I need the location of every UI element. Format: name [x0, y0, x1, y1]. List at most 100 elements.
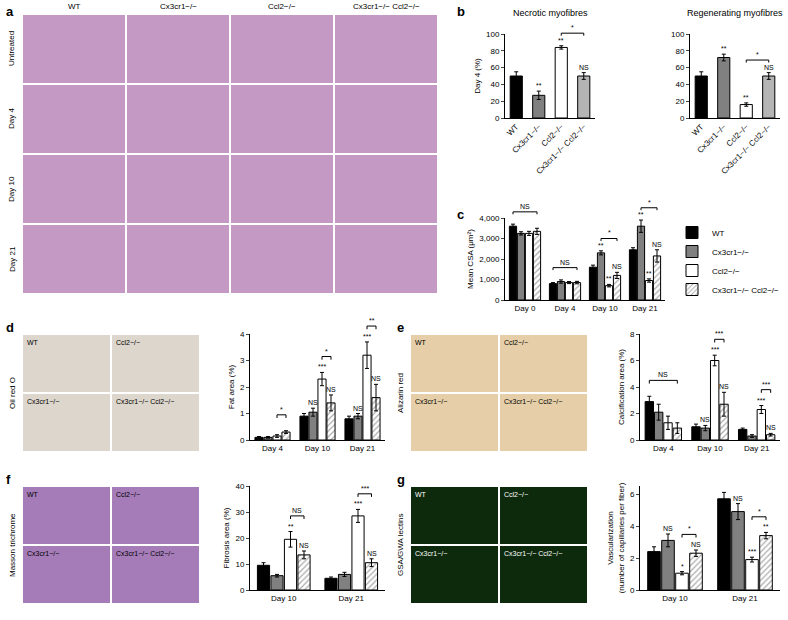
svg-text:**: ** [606, 275, 612, 282]
svg-text:Cx3cr1−/− Ccl2−/−: Cx3cr1−/− Ccl2−/− [504, 550, 562, 557]
svg-text:2: 2 [240, 383, 245, 392]
svg-text:NS: NS [367, 550, 377, 557]
svg-text:NS: NS [658, 371, 668, 378]
svg-text:**: ** [369, 317, 375, 324]
svg-text:***: *** [361, 485, 369, 492]
svg-text:Necrotic myofibres: Necrotic myofibres [513, 8, 588, 18]
svg-text:1: 1 [240, 409, 245, 418]
svg-text:Cx3cr1−/−: Cx3cr1−/− [160, 2, 197, 11]
svg-text:0: 0 [495, 114, 500, 123]
svg-text:Alizarin red: Alizarin red [396, 373, 405, 413]
svg-text:*: * [608, 229, 611, 236]
svg-text:100: 100 [486, 30, 500, 39]
svg-text:***: *** [711, 346, 719, 353]
svg-text:100: 100 [671, 30, 685, 39]
svg-text:3: 3 [240, 356, 245, 365]
svg-text:NS: NS [326, 386, 336, 393]
svg-text:***: *** [318, 363, 326, 370]
svg-text:6: 6 [630, 490, 635, 499]
svg-text:Fibrosis area (%): Fibrosis area (%) [222, 507, 231, 568]
svg-text:Cx3cr1−/−: Cx3cr1−/− [511, 122, 544, 155]
svg-text:NS: NS [733, 495, 743, 502]
svg-text:Cx3cr1−/− Ccl2−/−: Cx3cr1−/− Ccl2−/− [116, 550, 174, 557]
svg-text:b: b [457, 4, 465, 19]
svg-text:Day 0: Day 0 [515, 304, 536, 313]
svg-text:Ccl2−/−: Ccl2−/− [116, 339, 140, 346]
svg-text:20: 20 [675, 97, 684, 106]
svg-text:Day 21: Day 21 [339, 594, 365, 603]
svg-text:Day 21: Day 21 [632, 304, 658, 313]
svg-text:2: 2 [630, 554, 635, 563]
svg-text:Day 10: Day 10 [697, 444, 723, 453]
svg-text:NS: NS [371, 375, 381, 382]
svg-text:*: * [688, 525, 691, 532]
svg-text:*: * [758, 508, 761, 515]
svg-text:0: 0 [240, 436, 245, 445]
svg-text:Mean CSA (μm²): Mean CSA (μm²) [466, 229, 475, 289]
svg-text:Day 4: Day 4 [653, 444, 674, 453]
svg-text:NS: NS [299, 542, 309, 549]
svg-text:WT: WT [415, 339, 427, 346]
svg-text:NS: NS [700, 416, 710, 423]
svg-text:Day 10: Day 10 [7, 176, 16, 202]
svg-text:***: *** [762, 381, 770, 388]
svg-text:Cx3cr1−/− Ccl2−/−: Cx3cr1−/− Ccl2−/− [712, 286, 779, 295]
svg-text:6: 6 [630, 356, 635, 365]
svg-text:Cx3cr1−/−: Cx3cr1−/− [712, 248, 749, 257]
svg-text:NS: NS [766, 424, 776, 431]
svg-text:2: 2 [630, 409, 635, 418]
svg-text:NS: NS [719, 383, 729, 390]
svg-text:NS: NS [612, 263, 622, 270]
svg-text:Untreated: Untreated [7, 31, 16, 66]
svg-text:NS: NS [579, 64, 589, 71]
svg-text:Ccl2−/−: Ccl2−/− [504, 491, 528, 498]
svg-text:60: 60 [675, 63, 684, 72]
svg-text:Cx3cr1−/−: Cx3cr1−/− [415, 398, 447, 405]
svg-text:1,000: 1,000 [479, 275, 500, 284]
svg-text:Fat area (%): Fat area (%) [227, 364, 236, 409]
svg-text:Cx3cr1−/− Ccl2−/−: Cx3cr1−/− Ccl2−/− [504, 398, 562, 405]
svg-text:*: * [756, 51, 759, 58]
svg-text:Ccl2−/−: Ccl2−/− [540, 122, 566, 148]
svg-text:2,000: 2,000 [479, 255, 500, 264]
svg-text:**: ** [743, 94, 749, 101]
svg-text:NS: NS [353, 405, 363, 412]
svg-text:20: 20 [235, 534, 244, 543]
svg-text:Regenerating myofibres: Regenerating myofibres [687, 8, 783, 18]
svg-text:***: *** [715, 330, 723, 337]
svg-text:f: f [6, 472, 11, 487]
svg-text:NS: NS [520, 203, 530, 210]
svg-text:Cx3cr1−/−: Cx3cr1−/− [27, 398, 59, 405]
svg-text:Cx3cr1−/− Ccl2−/−: Cx3cr1−/− Ccl2−/− [719, 122, 773, 176]
svg-text:Cx3cr1−/−: Cx3cr1−/− [696, 122, 729, 155]
svg-text:**: ** [598, 242, 604, 249]
svg-text:d: d [6, 320, 14, 335]
svg-text:*: * [571, 24, 574, 31]
svg-text:Oil red O: Oil red O [8, 377, 17, 409]
svg-text:Day 21: Day 21 [744, 444, 770, 453]
svg-text:**: ** [763, 523, 769, 530]
svg-text:20: 20 [490, 97, 499, 106]
svg-text:Cx3cr1−/− Ccl2−/−: Cx3cr1−/− Ccl2−/− [116, 398, 174, 405]
svg-text:**: ** [288, 523, 294, 530]
svg-text:Day 4: Day 4 [555, 304, 576, 313]
svg-text:*: * [325, 348, 328, 355]
svg-text:Day 10: Day 10 [305, 444, 331, 453]
svg-text:Vascularization(number of capi: Vascularization(number of capillaries pe… [606, 482, 625, 593]
svg-text:0: 0 [630, 586, 635, 595]
svg-text:40: 40 [675, 80, 684, 89]
svg-text:40: 40 [235, 482, 244, 491]
svg-text:g: g [397, 472, 405, 487]
svg-text:Ccl2−/−: Ccl2−/− [268, 2, 296, 11]
svg-text:0: 0 [240, 586, 245, 595]
svg-text:***: *** [748, 548, 756, 555]
svg-text:WT: WT [68, 2, 81, 11]
svg-text:GSA/GWA lectins: GSA/GWA lectins [396, 514, 405, 576]
svg-text:10: 10 [235, 560, 244, 569]
svg-text:3,000: 3,000 [479, 234, 500, 243]
svg-text:Ccl2−/−: Ccl2−/− [116, 491, 140, 498]
svg-text:NS: NS [764, 64, 774, 71]
svg-text:**: ** [558, 37, 564, 44]
svg-text:0: 0 [495, 296, 500, 305]
svg-text:*: * [648, 199, 651, 206]
